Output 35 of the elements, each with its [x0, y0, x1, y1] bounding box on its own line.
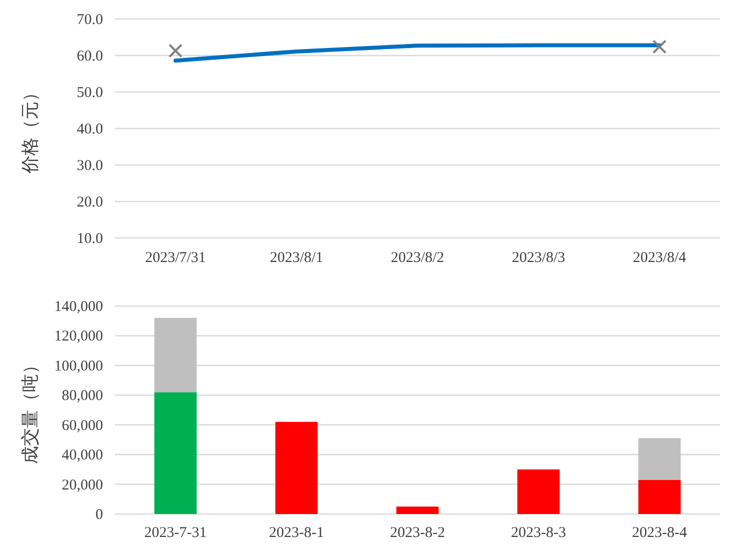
x-tick-label: 2023-8-1	[269, 525, 324, 541]
x-tick-label: 2023-7-31	[144, 525, 207, 541]
x-tick-label: 2023-8-4	[632, 525, 688, 541]
y-tick-label: 30.0	[76, 158, 103, 174]
y-tick-label: 20.0	[76, 194, 103, 210]
y-tick-label: 50.0	[76, 85, 103, 101]
y-axis-title: 价格（元）	[20, 84, 41, 174]
y-tick-label: 40.0	[76, 122, 103, 138]
bar	[154, 392, 197, 514]
bar	[154, 318, 197, 392]
y-tick-label: 60,000	[62, 418, 103, 434]
bar	[275, 422, 318, 514]
x-tick-label: 2023/8/4	[632, 250, 687, 266]
y-tick-label: 40,000	[62, 448, 103, 464]
x-tick-label: 2023/8/3	[512, 250, 566, 266]
y-tick-label: 140,000	[54, 299, 103, 315]
x-tick-label: 2023/8/1	[270, 250, 324, 266]
y-tick-label: 80,000	[62, 388, 103, 404]
y-tick-label: 120,000	[54, 328, 103, 345]
x-tick-label: 2023/7/31	[145, 250, 206, 266]
bar	[638, 438, 681, 480]
y-tick-label: 70.0	[76, 12, 103, 28]
y-tick-label: 100,000	[54, 358, 103, 374]
y-tick-label: 60.0	[76, 48, 103, 64]
x-tick-label: 2023-8-3	[511, 525, 566, 541]
y-axis-title: 成交量（吨）	[20, 356, 41, 464]
bar	[517, 469, 560, 514]
bar	[638, 480, 681, 514]
y-tick-label: 10.0	[76, 231, 103, 247]
y-tick-label: 0	[96, 507, 103, 523]
x-tick-label: 2023/8/2	[390, 250, 444, 266]
y-tick-label: 20,000	[62, 477, 103, 494]
line-series	[174, 43, 662, 63]
bar	[396, 506, 439, 514]
x-tick-label: 2023-8-2	[390, 525, 445, 541]
